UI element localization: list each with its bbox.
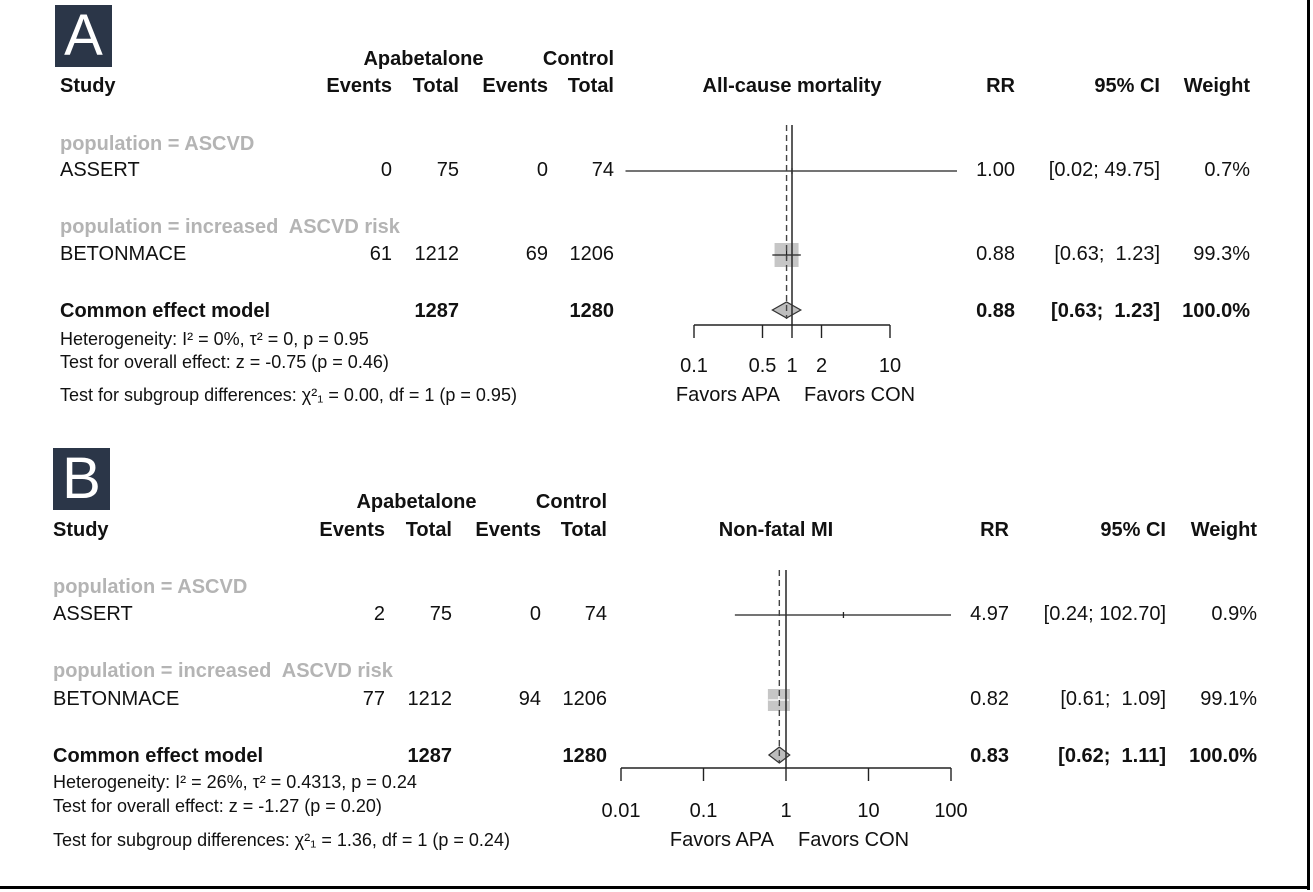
column-header-ci: 95% CI bbox=[1094, 75, 1160, 97]
study-weight: 99.3% bbox=[1193, 243, 1250, 265]
favors-right-label: Favors CON bbox=[798, 829, 910, 851]
subgroup-label: population = ASCVD bbox=[53, 576, 248, 598]
column-header-rr: RR bbox=[986, 75, 1015, 97]
subgroup-label: population = ASCVD bbox=[60, 133, 255, 155]
favors-right-label: Favors CON bbox=[804, 384, 916, 406]
column-header-events: Events bbox=[482, 75, 548, 97]
column-group-control: Control bbox=[535, 491, 607, 513]
plot-title: Non-fatal MI bbox=[718, 519, 834, 541]
pooled-label: Common effect model bbox=[60, 300, 271, 322]
pooled-weight: 100.0% bbox=[1189, 745, 1257, 767]
control-total: 1206 bbox=[569, 243, 615, 265]
x-axis-tick-label: 1 bbox=[786, 355, 798, 377]
pooled-rr: 0.83 bbox=[970, 745, 1009, 767]
subgroup-label: population = increased ASCVD risk bbox=[60, 216, 400, 238]
panel-label-b: B bbox=[53, 448, 110, 510]
column-header-study: Study bbox=[53, 519, 109, 541]
study-ci: [0.02; 49.75] bbox=[1048, 159, 1160, 181]
study-rr: 4.97 bbox=[970, 603, 1009, 625]
x-axis-tick-label: 0.01 bbox=[601, 800, 641, 822]
study-weight: 99.1% bbox=[1200, 688, 1257, 710]
pooled-apa-total: 1287 bbox=[407, 745, 453, 767]
pooled-weight: 100.0% bbox=[1182, 300, 1250, 322]
study-rr: 0.88 bbox=[976, 243, 1015, 265]
x-axis-tick-label: 1 bbox=[780, 800, 792, 822]
apa-events: 77 bbox=[362, 688, 385, 710]
panel-label-a: A bbox=[55, 5, 112, 67]
column-header-total: Total bbox=[412, 75, 459, 97]
overall-effect-text: Test for overall effect: z = -1.27 (p = … bbox=[53, 796, 382, 816]
column-header-weight: Weight bbox=[1190, 519, 1257, 541]
apa-total: 75 bbox=[429, 603, 452, 625]
control-events: 0 bbox=[529, 603, 541, 625]
study-name: BETONMACE bbox=[53, 688, 180, 710]
x-axis-tick-label: 10 bbox=[878, 355, 902, 377]
study-name: ASSERT bbox=[60, 159, 140, 181]
apa-total: 1212 bbox=[407, 688, 453, 710]
favors-left-label: Favors APA bbox=[675, 384, 780, 406]
control-total: 74 bbox=[591, 159, 614, 181]
favors-left-label: Favors APA bbox=[669, 829, 774, 851]
control-events: 0 bbox=[536, 159, 548, 181]
pooled-ci: [0.62; 1.11] bbox=[1058, 745, 1166, 767]
frame-border-bottom bbox=[0, 886, 1310, 889]
apa-events: 2 bbox=[373, 603, 385, 625]
apa-events: 61 bbox=[369, 243, 392, 265]
column-header-weight: Weight bbox=[1183, 75, 1250, 97]
pooled-label: Common effect model bbox=[53, 745, 264, 767]
study-rr: 0.82 bbox=[970, 688, 1009, 710]
x-axis-tick-label: 0.5 bbox=[748, 355, 777, 377]
heterogeneity-text: Heterogeneity: I² = 0%, τ² = 0, p = 0.95 bbox=[60, 329, 369, 349]
column-group-control: Control bbox=[542, 48, 614, 70]
column-header-total: Total bbox=[567, 75, 614, 97]
heterogeneity-text: Heterogeneity: I² = 26%, τ² = 0.4313, p … bbox=[53, 772, 417, 792]
x-axis-tick-label: 0.1 bbox=[680, 355, 708, 377]
subgroup-label: population = increased ASCVD risk bbox=[53, 660, 393, 682]
study-ci: [0.61; 1.09] bbox=[1060, 688, 1166, 710]
column-group-apabetalone: Apabetalone bbox=[356, 491, 477, 513]
x-axis-tick-label: 2 bbox=[815, 355, 828, 377]
control-total: 1206 bbox=[562, 688, 608, 710]
control-events: 69 bbox=[525, 243, 548, 265]
overall-effect-text: Test for overall effect: z = -0.75 (p = … bbox=[60, 352, 389, 372]
x-axis-tick-label: 0.1 bbox=[689, 800, 718, 822]
pooled-control-total: 1280 bbox=[562, 745, 608, 767]
apa-events: 0 bbox=[380, 159, 392, 181]
subgroup-differences-text: Test for subgroup differences: χ²₁ = 1.3… bbox=[53, 830, 510, 850]
control-events: 94 bbox=[518, 688, 541, 710]
column-header-ci: 95% CI bbox=[1100, 519, 1166, 541]
column-header-rr: RR bbox=[980, 519, 1009, 541]
column-header-events: Events bbox=[319, 519, 385, 541]
study-weight: 0.7% bbox=[1204, 159, 1250, 181]
study-name: ASSERT bbox=[53, 603, 133, 625]
apa-total: 1212 bbox=[414, 243, 460, 265]
control-total: 74 bbox=[584, 603, 607, 625]
plot-title: All-cause mortality bbox=[702, 75, 882, 97]
study-ci: [0.63; 1.23] bbox=[1054, 243, 1160, 265]
x-axis-tick-label: 10 bbox=[857, 800, 880, 822]
pooled-control-total: 1280 bbox=[569, 300, 615, 322]
pooled-apa-total: 1287 bbox=[414, 300, 460, 322]
column-group-apabetalone: Apabetalone bbox=[363, 48, 484, 70]
apa-total: 75 bbox=[436, 159, 459, 181]
column-header-total: Total bbox=[405, 519, 452, 541]
subgroup-differences-text: Test for subgroup differences: χ²₁ = 0.0… bbox=[60, 385, 517, 405]
pooled-ci: [0.63; 1.23] bbox=[1051, 300, 1160, 322]
study-rr: 1.00 bbox=[976, 159, 1015, 181]
column-header-study: Study bbox=[60, 75, 116, 97]
study-name: BETONMACE bbox=[60, 243, 187, 265]
pooled-rr: 0.88 bbox=[976, 300, 1015, 322]
column-header-total: Total bbox=[560, 519, 607, 541]
study-ci: [0.24; 102.70] bbox=[1043, 603, 1166, 625]
column-header-events: Events bbox=[475, 519, 541, 541]
frame-border-right bbox=[1307, 0, 1310, 890]
study-weight: 0.9% bbox=[1211, 603, 1257, 625]
column-header-events: Events bbox=[326, 75, 392, 97]
x-axis-tick-label: 100 bbox=[934, 800, 968, 822]
